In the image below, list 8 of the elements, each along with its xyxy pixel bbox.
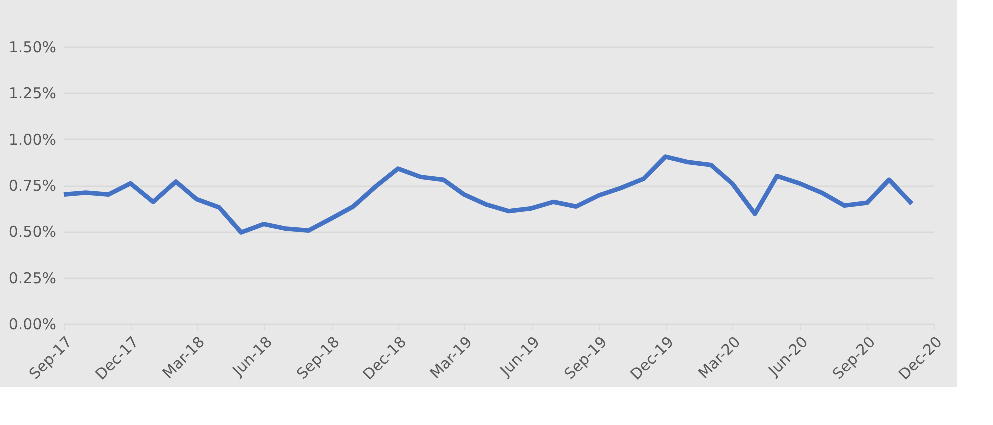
y-tick-label: 0.25% (8, 269, 56, 288)
y-tick-label: 0.00% (8, 316, 56, 334)
y-tick-label: 0.50% (8, 223, 56, 242)
y-tick-label: 1.50% (8, 38, 56, 56)
y-tick-label: 1.00% (8, 130, 56, 149)
y-tick-label: 1.25% (8, 84, 56, 103)
line-series (62, 154, 914, 235)
y-tick-label: 0.75% (8, 177, 56, 195)
